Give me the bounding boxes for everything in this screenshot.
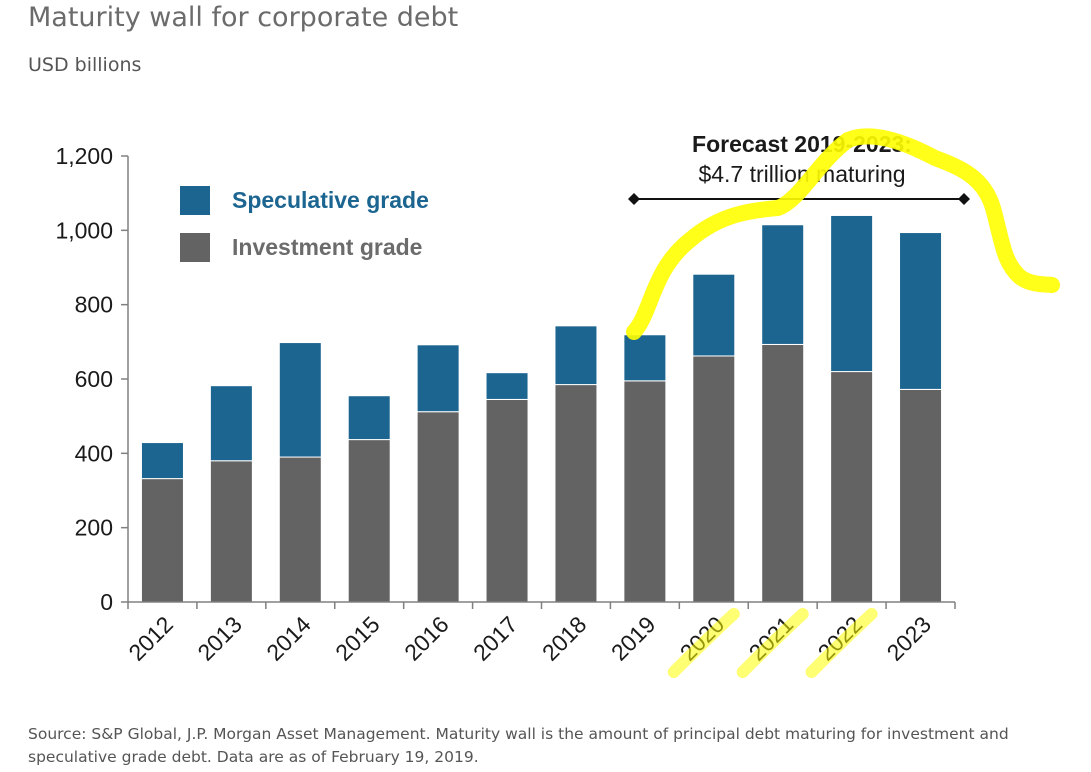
bar-speculative-grade [554, 325, 598, 386]
highlighter-marks [626, 128, 1060, 678]
chart: 0 200 400 600 800 1,000 1,200 2012 2013 2014 2015… [55, 128, 1060, 678]
y-tick-label: 0 [100, 589, 113, 615]
y-tick-label: 1,000 [55, 217, 113, 243]
x-tick-label: 2017 [468, 611, 523, 666]
x-tick-label: 2015 [330, 611, 385, 666]
bar-speculative-grade [140, 442, 184, 480]
y-tick-label: 1,200 [55, 143, 113, 169]
legend-label: Investment grade [232, 234, 422, 260]
bar-speculative-grade [209, 385, 253, 462]
bar-investment-grade [761, 343, 805, 603]
bar-speculative-grade [761, 224, 805, 345]
forecast-range-marker [958, 193, 970, 205]
bar-investment-grade [485, 398, 529, 603]
highlight-mark-2020 [667, 608, 740, 678]
x-tick-label: 2014 [261, 611, 316, 666]
y-tick-label: 600 [75, 366, 113, 392]
y-axis: 0 200 400 600 800 1,000 1,200 [55, 143, 129, 615]
bar-investment-grade [416, 411, 460, 603]
bar-investment-grade [347, 439, 391, 603]
bar-investment-grade [554, 384, 598, 603]
bar-investment-grade [623, 380, 667, 603]
x-tick-label: 2016 [399, 611, 454, 666]
legend-swatch [180, 233, 210, 262]
bar-speculative-grade [692, 273, 736, 357]
bar-speculative-grade [623, 334, 667, 382]
bar-speculative-grade [899, 232, 943, 390]
highlight-scribble [626, 128, 1060, 340]
x-tick-label: 2018 [537, 611, 592, 666]
x-tick-label: 2013 [192, 611, 247, 666]
bar-speculative-grade [830, 214, 874, 373]
page-subtitle: USD billions [28, 54, 142, 76]
bar-investment-grade [140, 478, 184, 603]
highlight-mark-2022 [805, 608, 878, 678]
bar-investment-grade [692, 355, 736, 603]
bar-investment-grade [830, 371, 874, 603]
bar-speculative-grade [347, 395, 391, 441]
y-tick-label: 800 [75, 292, 113, 318]
page-title: Maturity wall for corporate debt [28, 2, 459, 33]
forecast-range-marker [628, 193, 640, 205]
legend-swatch [180, 186, 210, 215]
y-tick-label: 200 [75, 515, 113, 541]
x-tick-label: 2019 [606, 611, 661, 666]
bars [140, 214, 943, 603]
source-note: Source: S&P Global, J.P. Morgan Asset Ma… [28, 725, 1009, 766]
bar-investment-grade [278, 456, 322, 603]
x-tick-label: 2012 [123, 611, 178, 666]
bar-investment-grade [899, 388, 943, 603]
highlight-mark-2021 [736, 608, 809, 678]
bar-speculative-grade [416, 344, 460, 413]
legend-label: Speculative grade [232, 187, 429, 213]
bar-speculative-grade [485, 372, 529, 400]
legend: Speculative grade Investment grade [180, 186, 429, 262]
y-tick-label: 400 [75, 440, 113, 466]
bar-speculative-grade [278, 342, 322, 458]
x-tick-label: 2023 [882, 611, 937, 666]
bar-investment-grade [209, 460, 253, 603]
